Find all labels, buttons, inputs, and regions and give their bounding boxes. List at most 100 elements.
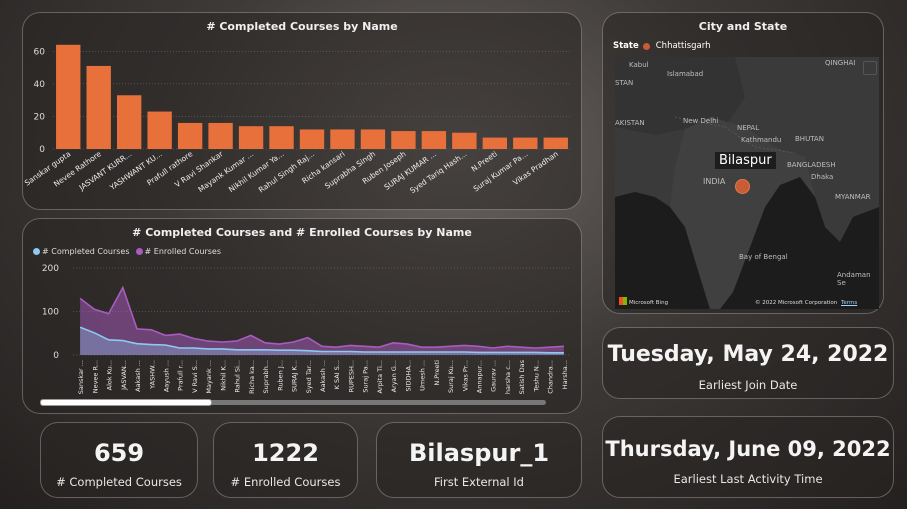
map-card[interactable]: City and State State Chhattisgarh Kabul … (602, 12, 884, 314)
scrollbar-thumb[interactable] (40, 399, 212, 406)
kpi-external-card[interactable]: Bilaspur_1 First External Id (376, 422, 582, 498)
bar[interactable] (269, 126, 294, 149)
line-x-label: Nikhil K... (219, 360, 227, 391)
bar-y-tick: 60 (34, 47, 46, 57)
line-x-label: Chandra... (547, 360, 555, 394)
map-legend-item[interactable]: Chhattisgarh (655, 41, 711, 51)
map-place-bhutan: BHUTAN (795, 135, 824, 143)
line-x-label: Rahul Si... (234, 360, 242, 393)
bar-y-tick: 0 (39, 145, 45, 155)
bar[interactable] (421, 131, 447, 149)
kpi-enrolled-card[interactable]: 1222 # Enrolled Courses (213, 422, 358, 498)
bar-y-tick: 40 (34, 80, 46, 90)
line-x-label: Vikas Pr... (461, 360, 469, 391)
line-x-label: Harsha... (561, 360, 569, 389)
bar[interactable] (452, 132, 477, 149)
line-x-label: SURAJ K... (291, 360, 299, 392)
bar-x-label: Rahul Singh Raj... (257, 149, 316, 194)
bar[interactable] (391, 131, 416, 149)
line-x-label: N.Preeti (433, 360, 441, 386)
line-y-tick: 200 (42, 264, 59, 274)
kpi-completed-card[interactable]: 659 # Completed Courses (40, 422, 198, 498)
line-x-label: Richa ka... (248, 360, 256, 394)
series-area (80, 327, 564, 355)
map-place-stan: STAN (615, 79, 634, 87)
line-chart-legend: # Completed Courses # Enrolled Courses (33, 247, 221, 256)
map-place-kabul: Kabul (629, 61, 649, 69)
bar[interactable] (299, 129, 325, 149)
legend-completed[interactable]: # Completed Courses (33, 247, 130, 256)
line-x-label: YASHW... (148, 360, 156, 390)
line-x-label: Arpita Ti... (376, 360, 384, 393)
bar[interactable] (116, 95, 142, 149)
kpi-activity-label: Earliest Last Activity Time (673, 472, 823, 486)
bar[interactable] (330, 129, 355, 149)
map-expand-button[interactable] (863, 61, 877, 75)
line-chart-scrollbar[interactable] (40, 399, 546, 406)
line-x-label: V Ravi S... (191, 360, 199, 393)
line-chart-title: # Completed Courses and # Enrolled Cours… (132, 226, 472, 239)
bar-x-label: Syed Tariq Hash... (408, 149, 468, 195)
map-legend-title: State (613, 41, 639, 51)
map-place-bangladesh: BANGLADESH (787, 161, 836, 169)
bar[interactable] (238, 126, 264, 149)
bar-y-tick: 20 (34, 112, 46, 122)
line-x-label: Gaurav ... (490, 360, 498, 392)
map-place-andaman: Andaman Se (837, 271, 871, 287)
bar[interactable] (86, 65, 111, 149)
line-x-label: Alok Ku... (106, 360, 114, 390)
kpi-enrolled-label: # Enrolled Courses (230, 475, 341, 489)
line-x-label: Teshu N... (532, 360, 540, 393)
kpi-completed-label: # Completed Courses (56, 475, 182, 489)
bar-x-label: Mayank Kumar ... (196, 149, 255, 194)
line-x-label: Nevee R... (91, 360, 99, 393)
series-line[interactable] (79, 285, 564, 349)
bar[interactable] (360, 129, 386, 149)
line-x-label: Aayush ... (162, 360, 170, 392)
kpi-activity-value: Thursday, June 09, 2022 (605, 437, 891, 461)
bar-chart-title: # Completed Courses by Name (206, 20, 398, 33)
map-terms-link[interactable]: Terms (841, 300, 858, 306)
line-x-label: Mayank ... (205, 360, 213, 394)
bar[interactable] (147, 111, 172, 149)
map-place-india: INDIA (703, 177, 726, 186)
bar[interactable] (177, 122, 203, 149)
kpi-activity-card[interactable]: Thursday, June 09, 2022 Earliest Last Ac… (602, 416, 894, 498)
microsoft-logo-icon (619, 297, 627, 305)
line-x-label: SIDDHA... (404, 360, 412, 391)
map-place-akistan: AKISTAN (615, 119, 645, 127)
map-place-dhaka: Dhaka (811, 173, 834, 181)
line-chart[interactable]: 0 100 200 Sanskar ... Nevee R... Alok Ku... JA… (23, 219, 583, 415)
bar[interactable] (482, 137, 508, 149)
legend-enrolled[interactable]: # Enrolled Courses (135, 247, 221, 256)
line-y-tick: 0 (53, 351, 59, 361)
kpi-external-label: First External Id (434, 475, 524, 489)
line-x-label: Aakash ... (319, 360, 327, 392)
kpi-join-card[interactable]: Tuesday, May 24, 2022 Earliest Join Date (602, 327, 894, 399)
map-place-myanmar: MYANMAR (835, 193, 871, 201)
bar-x-label: JASVANT KURR... (77, 149, 134, 192)
bar[interactable] (543, 137, 568, 149)
series-area (80, 287, 564, 355)
kpi-join-value: Tuesday, May 24, 2022 (607, 342, 889, 367)
kpi-join-label: Earliest Join Date (698, 378, 798, 392)
line-x-label: Ruben J... (276, 360, 284, 391)
map-canvas[interactable]: Kabul Islamabad STAN AKISTAN New Delhi N… (615, 57, 879, 309)
kpi-external-value: Bilaspur_1 (408, 439, 550, 467)
bar-chart-card[interactable]: # Completed Courses by Name 0 20 40 60 Sansk… (22, 12, 582, 210)
map-legend-dot (642, 42, 650, 50)
bar[interactable] (56, 44, 81, 149)
map-city-label: Bilaspur (715, 152, 776, 169)
line-x-label: Aakash ... (134, 360, 142, 392)
line-x-label: RUPESH... (347, 360, 355, 392)
line-chart-card[interactable]: # Completed Courses and # Enrolled Cours… (22, 218, 582, 414)
bar[interactable] (513, 137, 538, 149)
bar[interactable] (208, 122, 233, 149)
series-line[interactable] (79, 326, 564, 354)
map-place-qinghai: QINGHAI (825, 59, 856, 67)
map-location-marker[interactable] (735, 179, 750, 194)
map-legend: State Chhattisgarh (613, 41, 710, 51)
kpi-completed-value: 659 (93, 439, 145, 467)
map-provider: Microsoft Bing (629, 300, 669, 306)
